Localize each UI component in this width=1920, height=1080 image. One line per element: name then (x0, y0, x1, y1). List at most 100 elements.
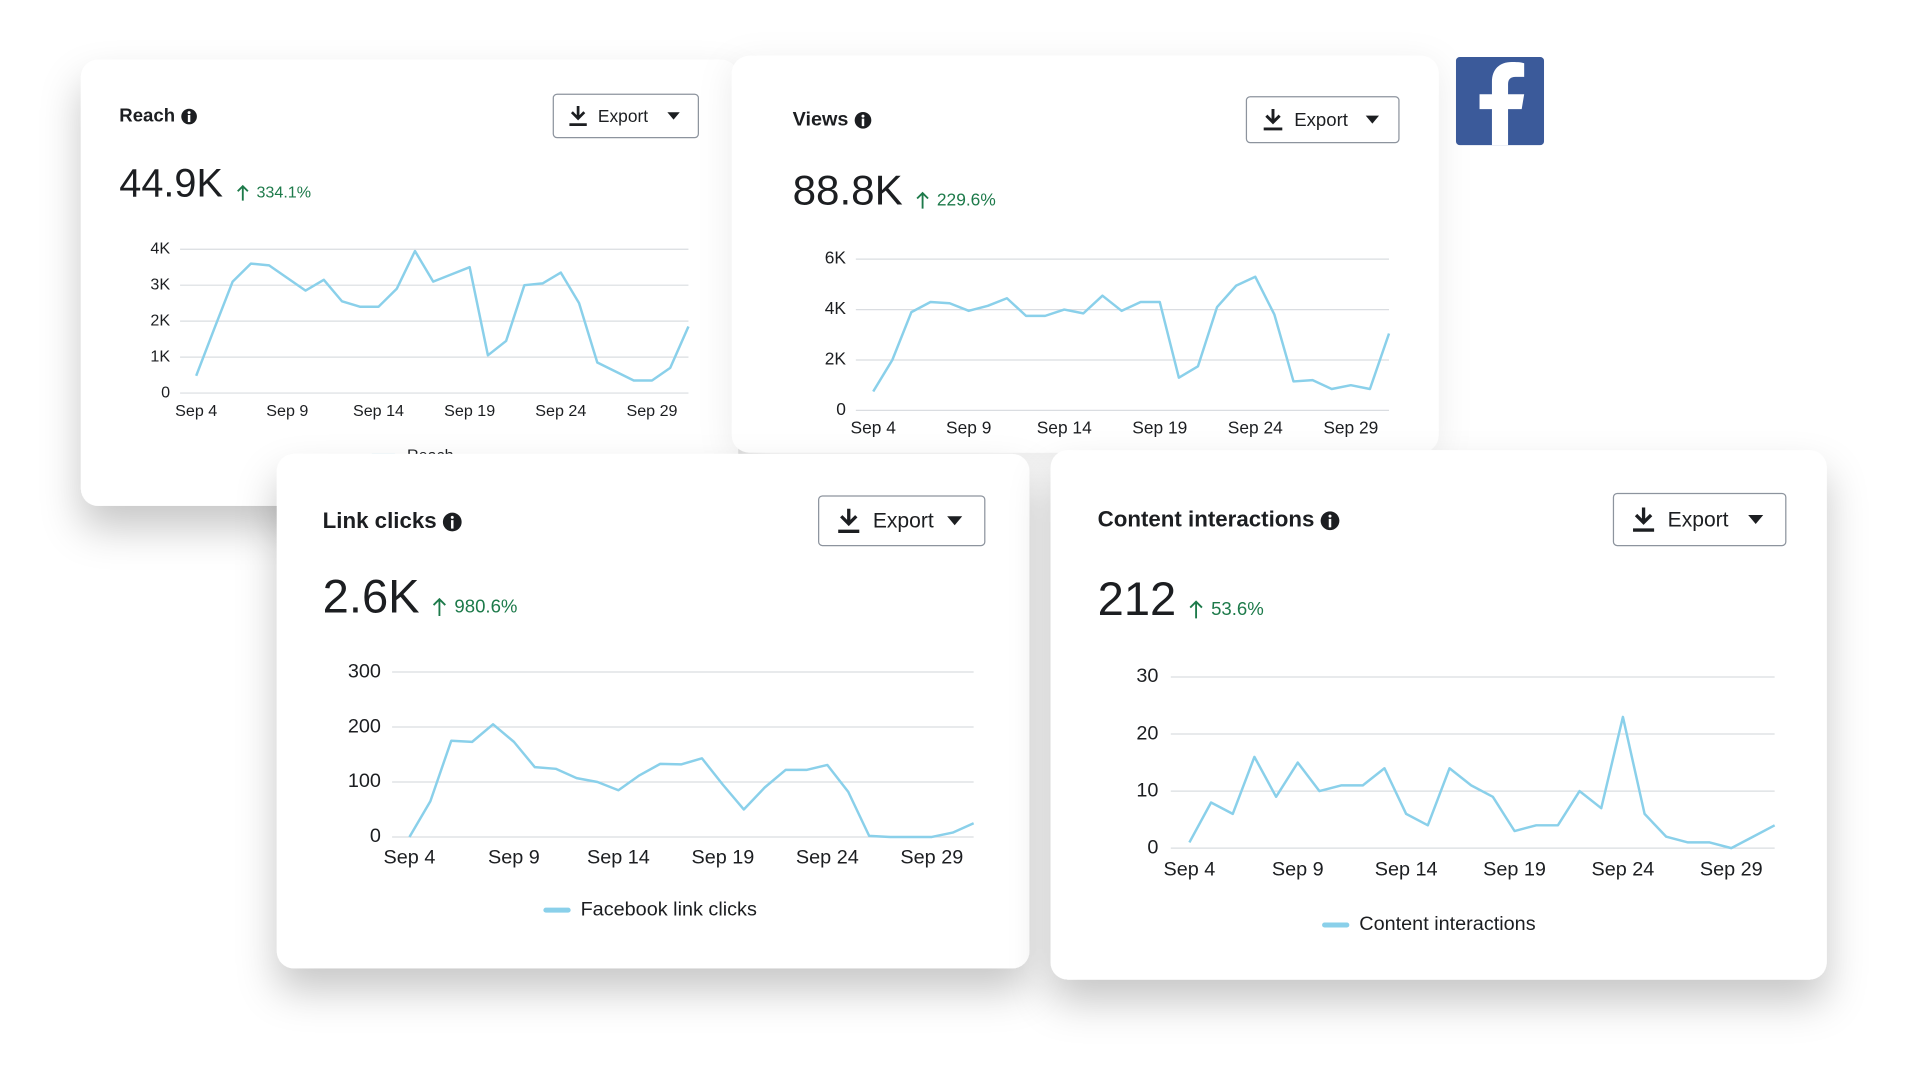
y-tick-label: 2K (150, 311, 170, 329)
y-tick-label: 3K (150, 275, 170, 293)
export-label[interactable]: Export (598, 106, 648, 126)
export-button-frame[interactable] (818, 495, 986, 547)
y-tick-label: 20 (1136, 722, 1158, 744)
export-button-frame[interactable] (1612, 492, 1787, 547)
info-icon-dot (450, 515, 454, 519)
x-tick-label: Sep 24 (1228, 418, 1283, 438)
x-tick-label: Sep 9 (266, 402, 308, 420)
card-background (276, 453, 1030, 969)
y-tick-label: 10 (1136, 779, 1158, 801)
x-tick-label: Sep 19 (691, 846, 754, 868)
x-tick-label: Sep 4 (1163, 859, 1215, 881)
y-tick-label: 4K (150, 239, 170, 257)
facebook-logo (1455, 57, 1545, 146)
total-value: 88.8K (793, 167, 903, 214)
download-icon (838, 508, 860, 533)
export-button[interactable]: Export (818, 495, 986, 547)
x-tick-label: Sep 19 (1132, 418, 1187, 438)
legend-label: Content interactions (1359, 913, 1535, 935)
x-tick-label: Sep 9 (1272, 859, 1324, 881)
dropdown-caret (667, 112, 680, 120)
y-tick-label: 0 (370, 825, 381, 847)
up-arrow (1189, 600, 1203, 619)
insight-card: Link clicks 2.6K 980.6% Export 0 100 200 300 Sep… (276, 453, 1030, 969)
info-icon-dot (1328, 514, 1332, 518)
card-background (80, 59, 739, 506)
export-button-frame[interactable] (1245, 96, 1400, 144)
y-tick-label: 300 (348, 660, 381, 682)
download-icon (1633, 507, 1655, 532)
card-title: Reach (119, 104, 175, 125)
export-label[interactable]: Export (1668, 508, 1729, 531)
x-tick-label: Sep 14 (353, 402, 404, 420)
series-line (195, 249, 690, 382)
card-background (1050, 450, 1827, 980)
insight-card: Reach 44.9K 334.1% Export 0 1K 2K 3K 4K Sep 4 Sep … (80, 59, 739, 506)
dropdown-caret (947, 516, 963, 526)
y-tick-label: 4K (825, 298, 847, 318)
up-arrow (237, 184, 249, 201)
info-icon-glyph (861, 118, 865, 127)
x-tick-label: Sep 19 (444, 402, 495, 420)
total-value: 2.6K (323, 570, 420, 623)
export-button[interactable]: Export (1245, 96, 1400, 144)
insight-card: Views 88.8K 229.6% Export 0 2K 4K 6K Sep 4 Sep 9 S… (731, 55, 1439, 453)
export-label[interactable]: Export (873, 510, 934, 533)
x-tick-label: Sep 4 (851, 418, 897, 438)
insight-card: Content interactions 212 53.6% Export 0 10 20 3… (1050, 450, 1827, 980)
series-line (1188, 715, 1776, 850)
info-icon-dot (187, 111, 191, 115)
y-tick-label: 0 (161, 383, 170, 401)
info-icon-glyph (451, 520, 454, 529)
change-percent: 53.6% (1211, 598, 1264, 619)
series-line (872, 275, 1391, 393)
y-tick-label: 0 (1147, 836, 1158, 858)
change-percent: 980.6% (454, 595, 517, 616)
x-tick-label: Sep 29 (900, 846, 963, 868)
card-title: Content interactions (1098, 507, 1315, 532)
card-title: Link clicks (323, 508, 437, 533)
dropdown-caret (1748, 515, 1764, 525)
y-tick-label: 2K (825, 349, 847, 369)
info-icon-dot (861, 114, 865, 118)
y-tick-label: 0 (836, 399, 846, 419)
info-icon-glyph (1328, 518, 1332, 528)
y-tick-label: 200 (348, 715, 381, 737)
x-tick-label: Sep 29 (1323, 418, 1378, 438)
x-tick-label: Sep 14 (587, 846, 650, 868)
export-button-frame[interactable] (552, 93, 699, 139)
x-tick-label: Sep 14 (1375, 859, 1438, 881)
x-tick-label: Sep 19 (1483, 859, 1546, 881)
legend-label: Facebook link clicks (581, 898, 757, 920)
total-value: 44.9K (119, 161, 223, 205)
x-tick-label: Sep 24 (796, 846, 859, 868)
up-arrow (432, 597, 446, 616)
x-tick-label: Sep 4 (175, 402, 217, 420)
card-title: Views (793, 109, 849, 131)
change-percent: 334.1% (256, 184, 311, 202)
y-tick-label: 30 (1136, 665, 1158, 687)
facebook-logo-f (1479, 61, 1525, 146)
x-tick-label: Sep 24 (1591, 859, 1654, 881)
y-tick-label: 6K (825, 248, 847, 268)
export-label[interactable]: Export (1294, 109, 1349, 130)
series-line (408, 723, 975, 839)
x-tick-label: Sep 4 (384, 846, 436, 868)
card-background (731, 55, 1439, 453)
up-arrow (916, 191, 929, 209)
change-percent: 229.6% (937, 189, 996, 209)
x-tick-label: Sep 14 (1037, 418, 1092, 438)
dropdown-caret (1365, 115, 1380, 124)
y-tick-label: 100 (348, 770, 381, 792)
total-value: 212 (1098, 572, 1177, 625)
download-icon (1263, 109, 1283, 131)
export-button[interactable]: Export (552, 93, 699, 139)
info-icon-glyph (187, 114, 191, 123)
export-button[interactable]: Export (1612, 492, 1787, 547)
x-tick-label: Sep 9 (488, 846, 540, 868)
x-tick-label: Sep 24 (535, 402, 586, 420)
download-icon (569, 106, 587, 126)
y-tick-label: 1K (150, 347, 170, 365)
